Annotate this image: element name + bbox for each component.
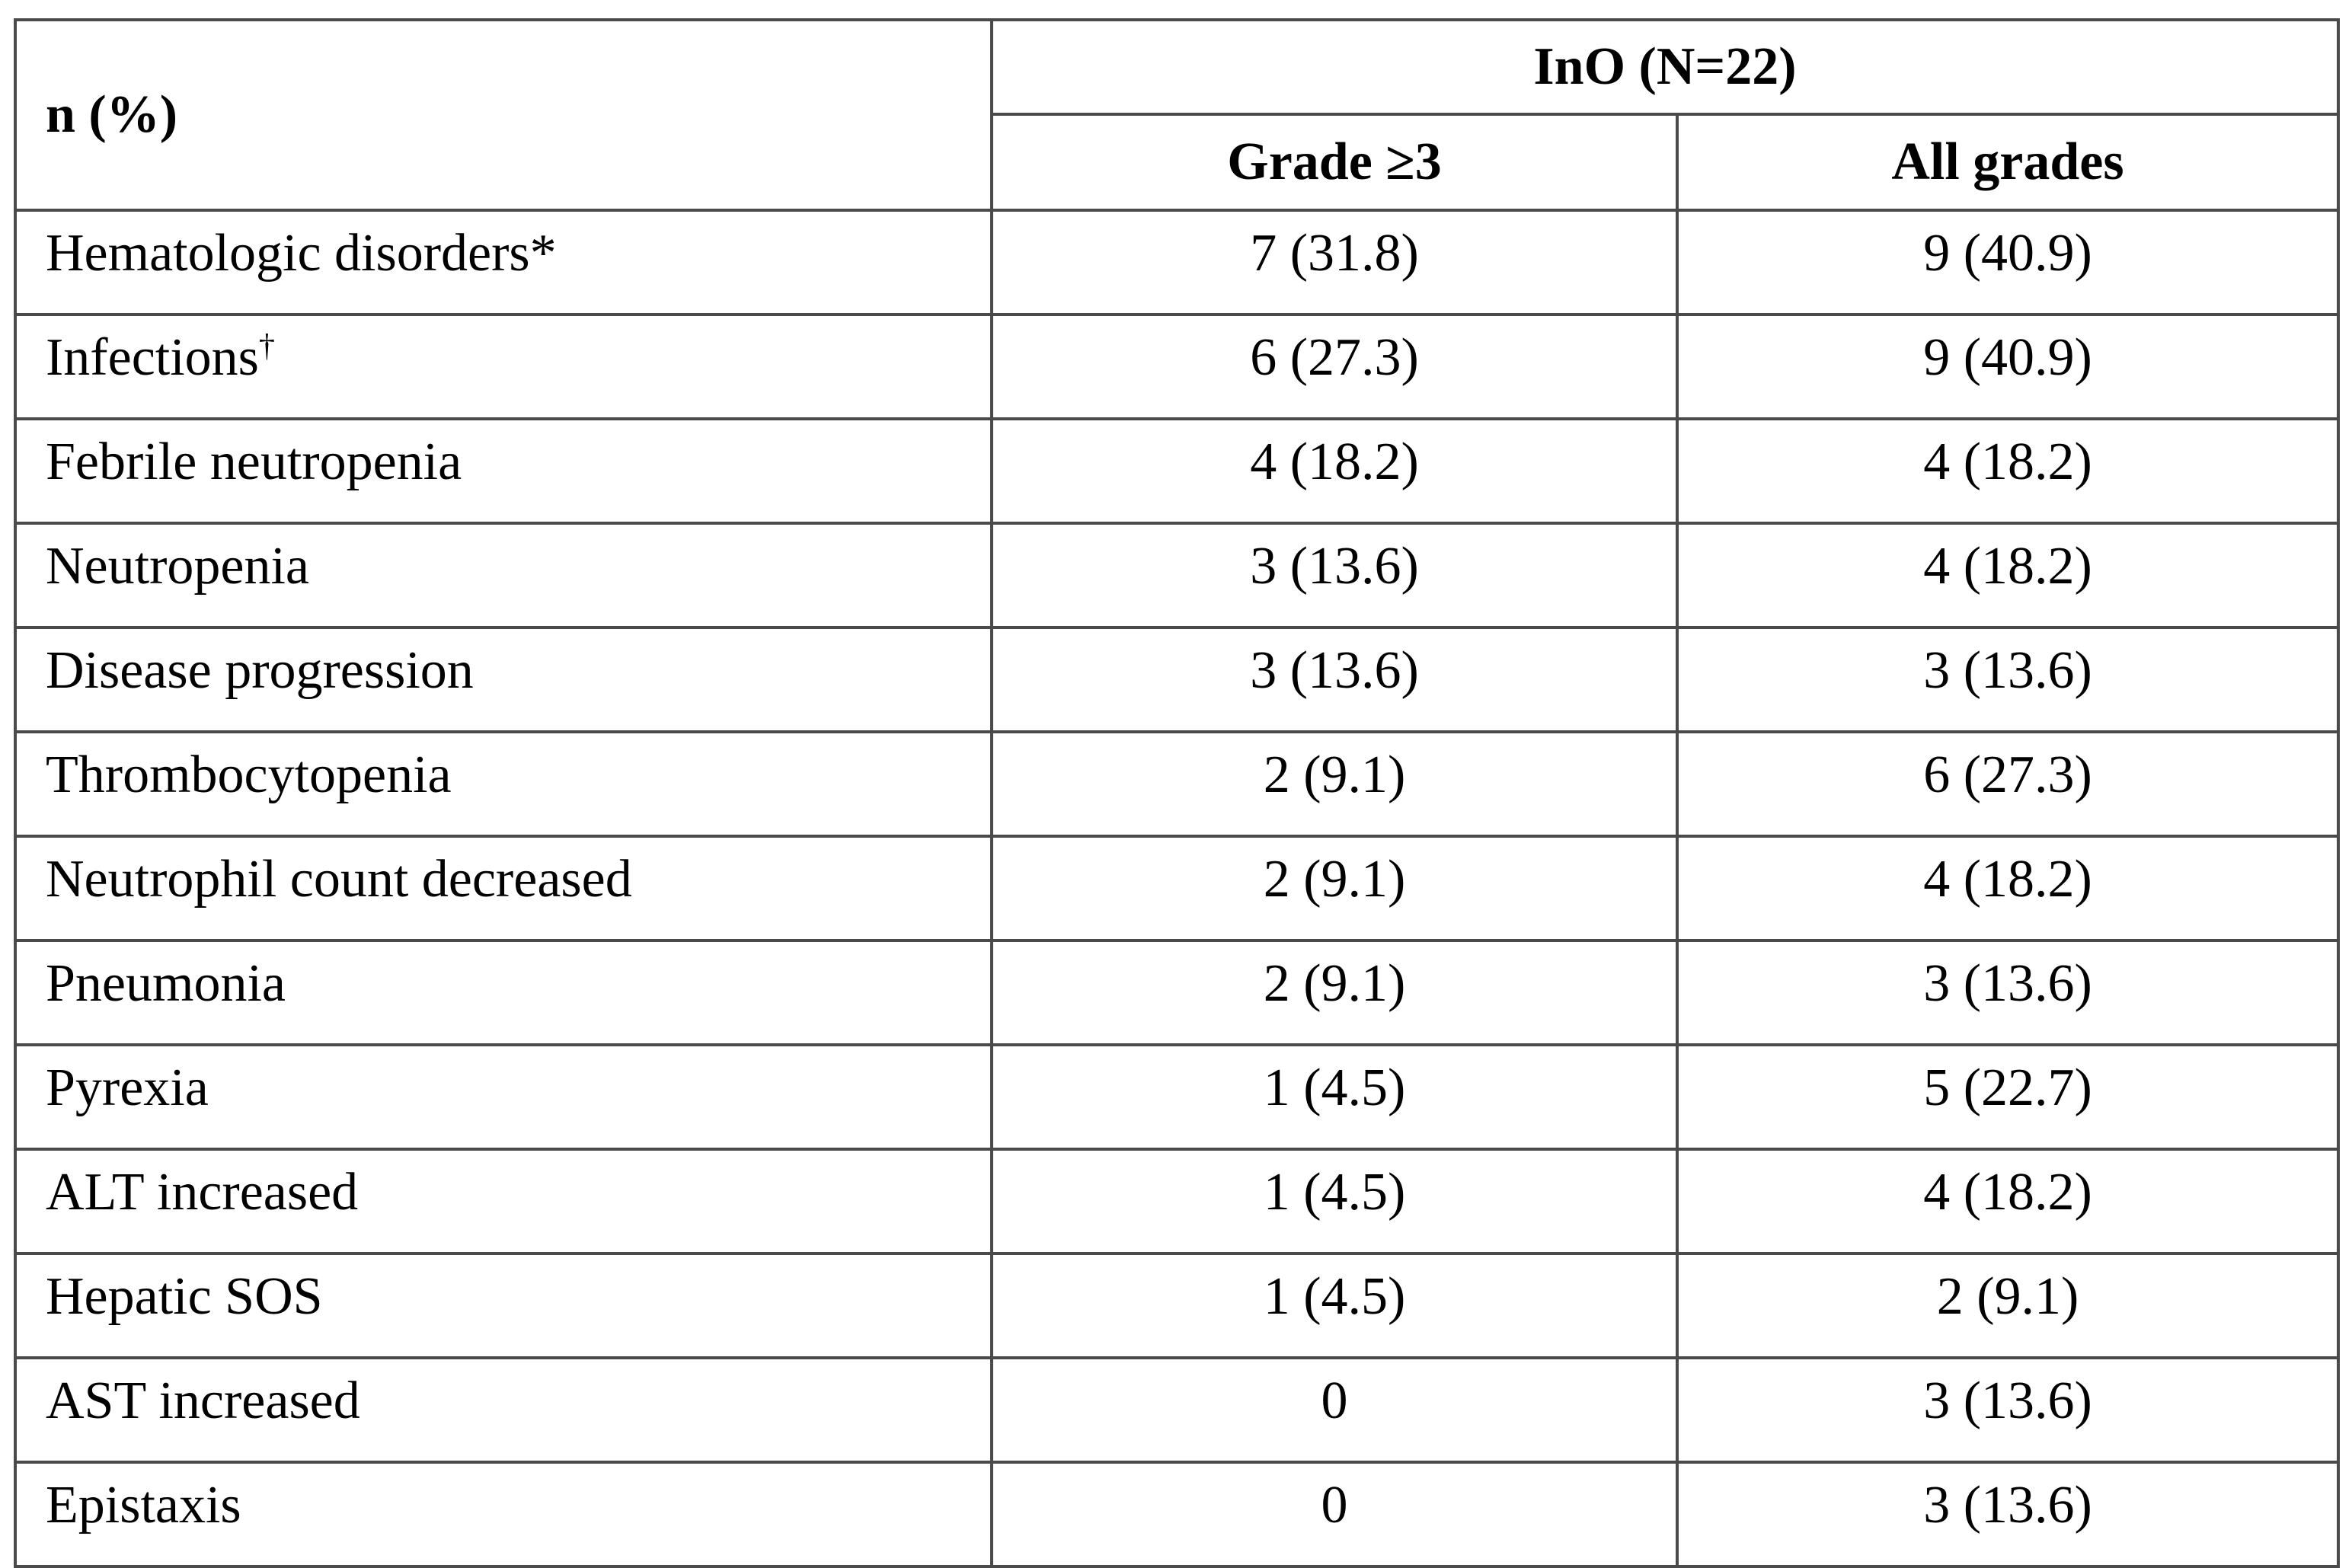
all-grades-value-cell: 6 (27.3) [1676,730,2340,838]
col-header-grade3: Grade ≥3 [990,113,1679,212]
row-label-cell: Epistaxis [14,1461,993,1568]
table-row: AST increased 0 3 (13.6) [14,1356,2340,1464]
table-row: Neutropenia 3 (13.6) 4 (18.2) [14,522,2340,629]
row-label-superscript: † [258,328,275,364]
row-label-cell: Febrile neutropenia [14,417,993,525]
all-grades-value-cell: 3 (13.6) [1676,626,2340,733]
table-row: Neutrophil count decreased 2 (9.1) 4 (18… [14,835,2340,942]
all-grades-value-cell: 4 (18.2) [1676,417,2340,525]
grade3-value-cell: 1 (4.5) [990,1252,1679,1359]
table-row: Disease progression 3 (13.6) 3 (13.6) [14,626,2340,733]
row-label-cell: Pneumonia [14,939,993,1046]
all-grades-value-cell: 2 (9.1) [1676,1252,2340,1359]
table-row: ALT increased 1 (4.5) 4 (18.2) [14,1148,2340,1255]
grade3-value-cell: 7 (31.8) [990,209,1679,316]
grade3-value-cell: 3 (13.6) [990,626,1679,733]
table-row: Pneumonia 2 (9.1) 3 (13.6) [14,939,2340,1046]
row-label: Hepatic SOS [46,1267,323,1326]
grade3-value-cell: 2 (9.1) [990,835,1679,942]
all-grades-value-cell: 4 (18.2) [1676,1148,2340,1255]
grade3-value-cell: 3 (13.6) [990,522,1679,629]
row-label-cell: Neutrophil count decreased [14,835,993,942]
row-label-cell: Hepatic SOS [14,1252,993,1359]
all-grades-value-cell: 4 (18.2) [1676,835,2340,942]
all-grades-value-cell: 3 (13.6) [1676,1461,2340,1568]
group-header-ino: InO (N=22) [990,18,2340,116]
row-label-cell: Neutropenia [14,522,993,629]
header-row-group: n (%) InO (N=22) [14,18,2340,212]
all-grades-value-cell: 3 (13.6) [1676,939,2340,1046]
grade3-value-cell: 0 [990,1356,1679,1464]
grade3-value-cell: 0 [990,1461,1679,1568]
row-label: Pneumonia [46,954,286,1013]
row-label: Febrile neutropenia [46,433,462,491]
all-grades-value-cell: 9 (40.9) [1676,209,2340,316]
all-grades-value-cell: 9 (40.9) [1676,313,2340,420]
table-row: Hepatic SOS 1 (4.5) 2 (9.1) [14,1252,2340,1359]
row-label: Hematologic disorders* [46,224,557,283]
row-label-cell: Infections† [14,313,993,420]
row-label: AST increased [46,1372,360,1430]
table-row: Pyrexia 1 (4.5) 5 (22.7) [14,1043,2340,1151]
corner-header-n-pct: n (%) [14,18,993,212]
row-label-cell: Disease progression [14,626,993,733]
table-row: Infections† 6 (27.3) 9 (40.9) [14,313,2340,420]
grade3-value-cell: 1 (4.5) [990,1148,1679,1255]
row-label: Neutropenia [46,537,309,596]
adverse-events-table: n (%) InO (N=22) Grade ≥3 All grades Hem… [14,18,2340,1568]
table-row: Hematologic disorders* 7 (31.8) 9 (40.9) [14,209,2340,316]
row-label-cell: Pyrexia [14,1043,993,1151]
table-row: Thrombocytopenia 2 (9.1) 6 (27.3) [14,730,2340,838]
grade3-value-cell: 4 (18.2) [990,417,1679,525]
table-row: Epistaxis 0 3 (13.6) [14,1461,2340,1568]
grade3-value-cell: 6 (27.3) [990,313,1679,420]
row-label-cell: Thrombocytopenia [14,730,993,838]
row-label: ALT increased [46,1163,359,1222]
row-label: Pyrexia [46,1059,209,1117]
row-label: Thrombocytopenia [46,746,452,804]
all-grades-value-cell: 4 (18.2) [1676,522,2340,629]
row-label: Infections [46,328,259,387]
header-row-columns: Grade ≥3 All grades [15,113,2340,212]
row-label-cell: Hematologic disorders* [14,209,993,316]
row-label: Disease progression [46,641,474,700]
col-header-all-grades: All grades [1676,113,2340,212]
grade3-value-cell: 2 (9.1) [990,730,1679,838]
table-row: Febrile neutropenia 4 (18.2) 4 (18.2) [14,417,2340,525]
grade3-value-cell: 2 (9.1) [990,939,1679,1046]
row-label: Neutrophil count decreased [46,850,632,909]
row-label-cell: AST increased [14,1356,993,1464]
row-label-cell: ALT increased [14,1148,993,1255]
grade3-value-cell: 1 (4.5) [990,1043,1679,1151]
all-grades-value-cell: 3 (13.6) [1676,1356,2340,1464]
all-grades-value-cell: 5 (22.7) [1676,1043,2340,1151]
row-label: Epistaxis [46,1476,241,1534]
